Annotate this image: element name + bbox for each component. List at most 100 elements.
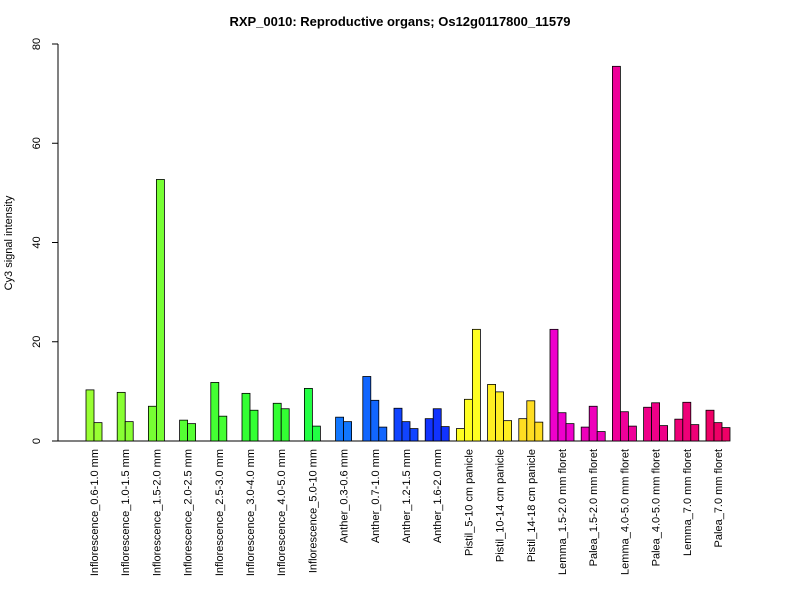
- bar-group: [580, 405, 606, 442]
- category-label: Palea_1.5-2.0 mm floret: [588, 449, 600, 566]
- category-label: Pistil_10-14 cm panicle: [495, 449, 507, 562]
- bar: [549, 328, 559, 442]
- bar-group: [705, 409, 731, 442]
- bar: [713, 422, 723, 442]
- bar: [116, 391, 126, 442]
- bar: [409, 428, 419, 442]
- bar-group: [362, 376, 388, 442]
- bar: [370, 399, 380, 442]
- bar: [440, 426, 450, 442]
- y-tick-label: 60: [31, 137, 43, 149]
- y-axis-label: Cy3 signal intensity: [3, 195, 15, 290]
- bar: [503, 420, 513, 442]
- category-label: Pistil_5-10 cm panicle: [463, 449, 475, 556]
- bar: [455, 428, 465, 442]
- bar: [487, 384, 497, 442]
- bar-group: [424, 408, 450, 442]
- bar: [534, 421, 544, 442]
- bar: [557, 412, 567, 442]
- bar-group: [518, 400, 544, 442]
- bar: [612, 65, 621, 442]
- bar: [424, 418, 434, 442]
- bar: [565, 423, 575, 442]
- bar-group: [674, 401, 700, 442]
- category-label: Inflorescence_1.5-2.0 mm: [151, 449, 163, 576]
- bar: [187, 423, 197, 442]
- bar-group: [303, 387, 321, 442]
- bar: [378, 426, 388, 442]
- bar: [495, 391, 505, 442]
- bar: [620, 411, 629, 442]
- bar: [343, 421, 353, 442]
- bar: [526, 400, 536, 442]
- bar: [674, 418, 684, 442]
- bar: [311, 425, 321, 442]
- y-tick-label: 80: [31, 38, 43, 50]
- category-label: Palea_7.0 mm floret: [713, 449, 725, 547]
- bar-group: [455, 328, 481, 442]
- bar: [362, 376, 372, 442]
- bar-group: [643, 402, 668, 442]
- category-label: Inflorescence_3.0-4.0 mm: [245, 449, 257, 576]
- bar: [682, 401, 692, 442]
- category-label: Inflorescence_5.0-10 mm: [307, 449, 319, 573]
- bar-group: [241, 392, 259, 442]
- bar: [85, 389, 95, 442]
- bar: [280, 408, 290, 442]
- category-label: Pistil_14-18 cm panicle: [526, 449, 538, 562]
- bar: [651, 402, 660, 442]
- bar: [179, 419, 189, 442]
- category-label: Anther_0.3-0.6 mm: [339, 449, 351, 543]
- bar: [471, 328, 481, 442]
- y-tick-label: 0: [31, 438, 43, 444]
- bar-group: [612, 65, 637, 442]
- bar: [690, 424, 700, 442]
- category-label: Anther_0.7-1.0 mm: [370, 449, 382, 543]
- bar-group: [85, 389, 103, 442]
- bar-group: [116, 391, 134, 442]
- bar: [659, 425, 668, 442]
- category-label: Inflorescence_0.6-1.0 mm: [89, 449, 101, 576]
- category-label: Anther_1.2-1.5 mm: [401, 449, 413, 543]
- category-labels: Inflorescence_0.6-1.0 mm Inflorescence_1.…: [89, 449, 725, 576]
- bar: [705, 409, 715, 442]
- category-label: Inflorescence_2.5-3.0 mm: [214, 449, 226, 576]
- bar: [210, 382, 220, 442]
- category-label: Lemma_7.0 mm floret: [682, 449, 694, 556]
- bar: [155, 179, 165, 442]
- category-label: Lemma_4.0-5.0 mm floret: [619, 449, 631, 575]
- y-tick-label: 20: [31, 336, 43, 348]
- bar-group: [179, 419, 197, 442]
- bar: [628, 425, 637, 442]
- chart-title: RXP_0010: Reproductive organs; Os12g0117…: [229, 14, 570, 29]
- y-axis: 0 20 40 60 80: [31, 38, 59, 444]
- y-tick-label: 40: [31, 236, 43, 248]
- bar: [432, 408, 442, 442]
- category-label: Anther_1.6-2.0 mm: [432, 449, 444, 543]
- bar: [272, 402, 282, 442]
- bar: [147, 405, 157, 442]
- category-label: Lemma_1.5-2.0 mm floret: [557, 449, 569, 575]
- bar: [218, 415, 228, 442]
- bars: [85, 65, 731, 442]
- bar: [596, 431, 606, 442]
- bar-group: [335, 416, 353, 442]
- bar: [335, 416, 345, 442]
- category-label: Inflorescence_4.0-5.0 mm: [276, 449, 288, 576]
- category-label: Palea_4.0-5.0 mm floret: [651, 449, 663, 566]
- bar-group: [210, 382, 228, 442]
- bar: [588, 405, 598, 442]
- bar: [241, 392, 251, 442]
- bar-group: [272, 402, 290, 442]
- bar-group: [549, 328, 575, 442]
- category-label: Inflorescence_1.0-1.5 mm: [120, 449, 132, 576]
- bar: [93, 422, 103, 442]
- bar: [401, 421, 411, 442]
- bar-group: [147, 179, 165, 442]
- category-label: Inflorescence_2.0-2.5 mm: [183, 449, 195, 576]
- bar: [518, 418, 528, 442]
- bar: [463, 398, 473, 442]
- bar: [393, 407, 403, 442]
- bar: [580, 426, 590, 442]
